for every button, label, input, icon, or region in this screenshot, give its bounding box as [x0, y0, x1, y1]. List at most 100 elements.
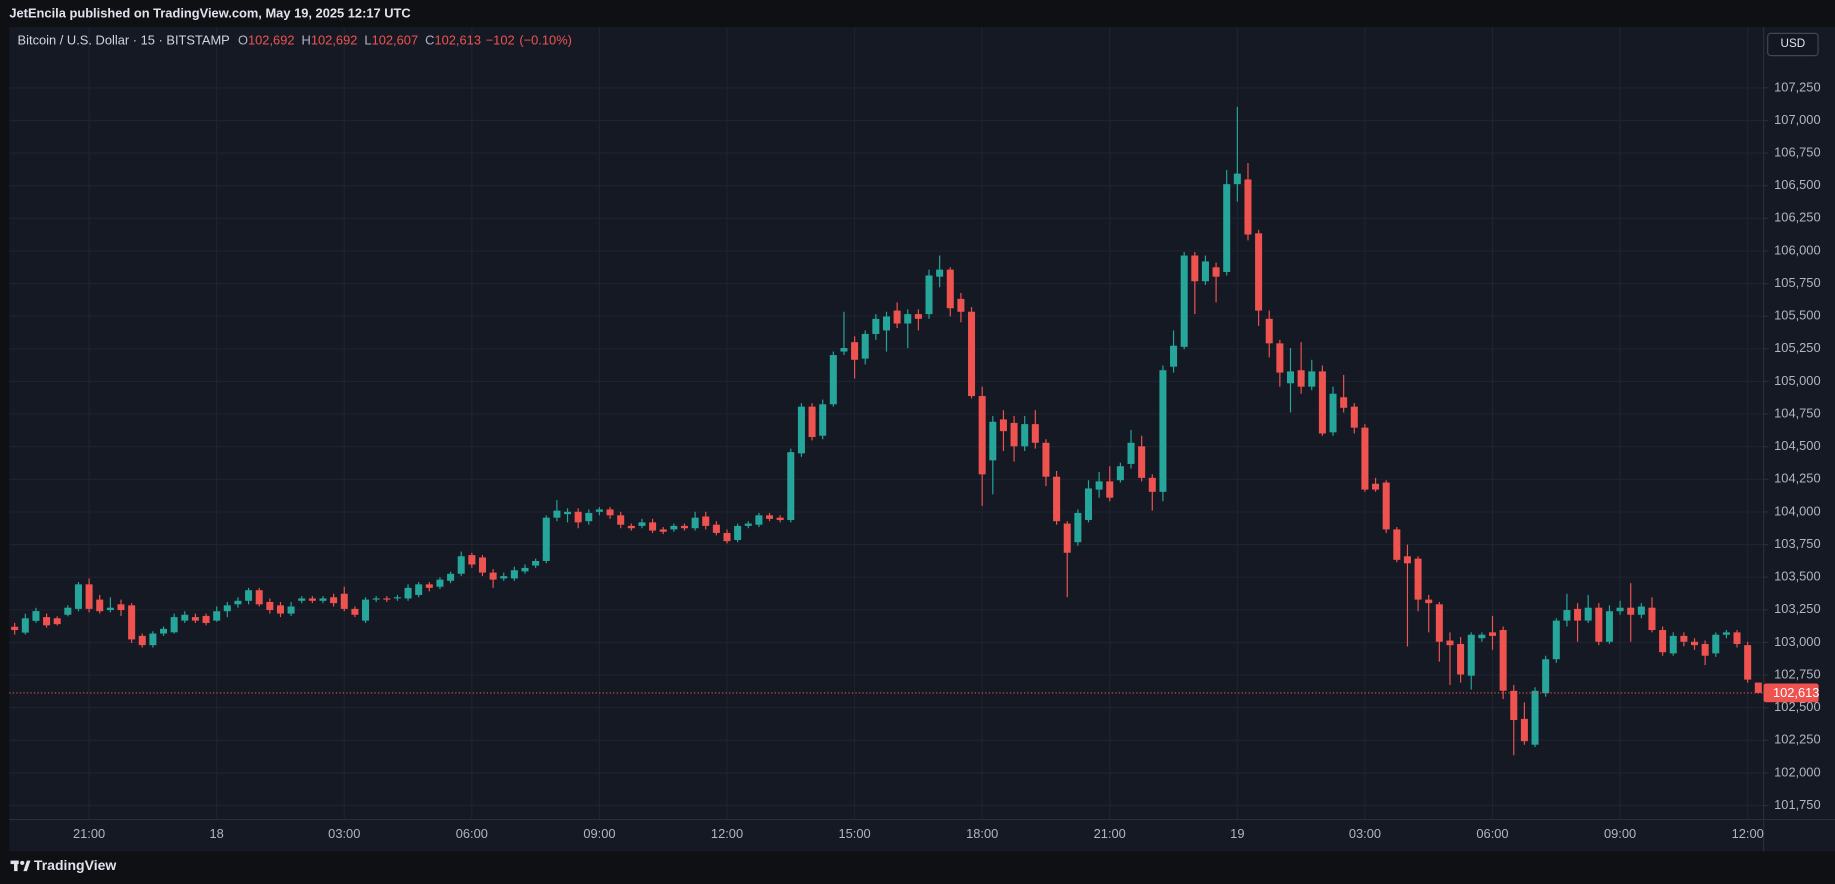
candle-body [1265, 318, 1273, 344]
candle-body [362, 599, 370, 621]
candle-body [308, 598, 316, 601]
candle-body [1637, 606, 1645, 615]
candle-body [574, 511, 582, 523]
candle-body [1616, 607, 1624, 612]
candle-body [1680, 635, 1688, 642]
candle-body [1031, 424, 1039, 443]
candle-body [181, 614, 189, 621]
x-tick-label: 21:00 [73, 826, 105, 841]
candle-body [904, 314, 912, 324]
candle-body [1531, 690, 1539, 745]
candle-body [1212, 267, 1220, 277]
candle-body [500, 576, 508, 579]
candle-body [1223, 184, 1231, 272]
symbol-header: Bitcoin / U.S. Dollar · 15 · BITSTAMP O 10… [18, 34, 572, 48]
candle-body [1201, 261, 1209, 282]
candle-body [702, 516, 710, 526]
candle-body [925, 275, 933, 315]
candle-body [638, 522, 646, 526]
candle-body [553, 510, 561, 518]
candle-body [1542, 659, 1550, 694]
candle-body [1754, 682, 1762, 693]
candle-body [1563, 610, 1571, 621]
candle-body [840, 348, 848, 352]
candle-body [1552, 620, 1560, 660]
candle-body [808, 406, 816, 438]
candle-body [393, 597, 401, 599]
candle-body [999, 419, 1007, 432]
candle-body [851, 342, 859, 360]
y-tick-label: 105,250 [1774, 340, 1820, 355]
candle-body [1520, 718, 1528, 742]
candle-body [1308, 371, 1316, 387]
x-tick-label: 19 [1230, 826, 1244, 841]
candle-body [74, 584, 82, 609]
candle-body [659, 529, 667, 532]
candle-body [1329, 393, 1337, 433]
candle-body [11, 626, 19, 631]
candle-body [1148, 477, 1156, 492]
candle-body [1180, 255, 1188, 347]
candle-body [1318, 371, 1326, 434]
y-tick-label: 106,750 [1774, 145, 1820, 160]
candle-body [319, 598, 327, 601]
x-tick-label: 06:00 [456, 826, 488, 841]
candle-body [372, 598, 380, 600]
y-tick-label: 102,250 [1774, 732, 1820, 747]
logo-stem [14, 860, 18, 872]
candle-body [670, 525, 678, 530]
ohlc-key: O [237, 33, 248, 49]
y-tick-label: 107,000 [1774, 112, 1820, 127]
candle-body [457, 556, 465, 574]
candle-body [298, 598, 306, 601]
candle-body [521, 567, 529, 572]
logo-dot [20, 860, 25, 866]
candle-body [170, 617, 178, 633]
candle-body [213, 611, 221, 621]
candle-body [936, 269, 944, 277]
candle-body [1722, 632, 1730, 635]
candle-body [117, 604, 125, 611]
x-tick-label: 21:00 [1094, 826, 1126, 841]
symbol-title: Bitcoin / U.S. Dollar · 15 · BITSTAMP [17, 33, 230, 49]
ohlc-value: 102,613 [434, 33, 481, 49]
candle-body [957, 298, 965, 312]
candle-body [489, 572, 497, 580]
candle-body [1712, 634, 1720, 654]
candles [9, 106, 1764, 756]
y-tick-label: 105,000 [1774, 373, 1820, 388]
candle-body [755, 515, 763, 525]
candle-body [595, 509, 603, 512]
candle-body [1361, 427, 1369, 490]
candle-body [1733, 632, 1741, 644]
candle-body [968, 311, 976, 397]
candle-body [893, 310, 901, 324]
grid [9, 26, 1764, 820]
candle-body [351, 608, 359, 615]
x-tick-label: 06:00 [1476, 826, 1508, 841]
candle-body [1690, 641, 1699, 646]
y-tick-label: 104,000 [1774, 503, 1820, 518]
y-tick-label: 103,250 [1774, 601, 1820, 616]
candle-body [383, 598, 391, 600]
candle-body [1403, 556, 1411, 564]
ohlc-value: 102,607 [371, 33, 419, 49]
candle-body [1457, 643, 1465, 675]
y-tick-label: 105,500 [1774, 308, 1820, 323]
candle-body [21, 618, 29, 633]
publisher-line: JetEncila published on TradingView.com, … [9, 7, 411, 22]
candle-body [914, 314, 922, 319]
y-tick-label: 103,000 [1774, 634, 1820, 649]
y-tick-label: 104,750 [1774, 405, 1820, 420]
candle-body [1669, 635, 1677, 654]
candle-body [1435, 604, 1443, 642]
candle-body [829, 355, 837, 405]
ohlc-value: 102,692 [247, 33, 295, 49]
brand: TradingView [34, 857, 116, 873]
candle-body [1053, 476, 1061, 522]
change-percent: (−0.10%) [519, 33, 572, 49]
currency-button[interactable]: USD [1767, 32, 1819, 57]
candle-body [734, 525, 742, 540]
